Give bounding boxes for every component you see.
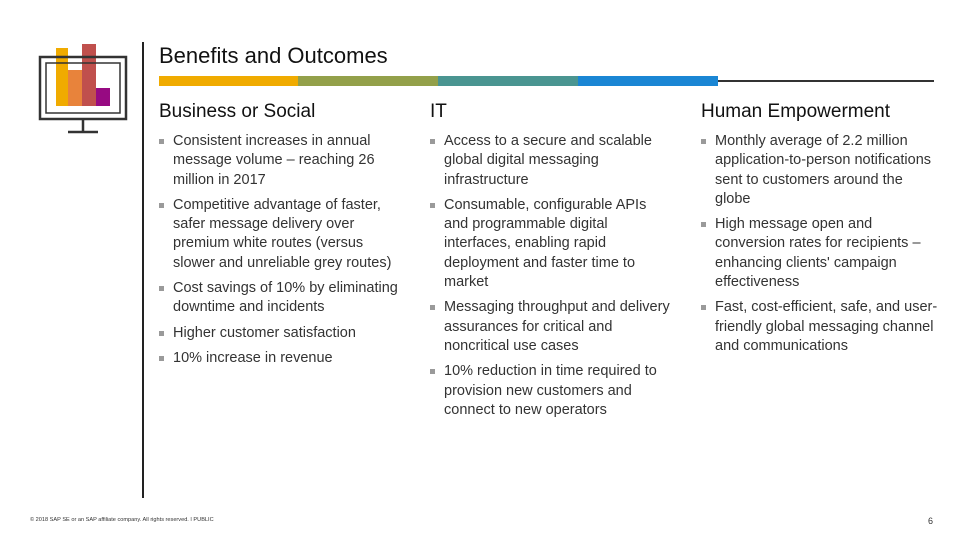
bullet-item: Access to a secure and scalable global d… [430,132,670,190]
bullet-item: Consistent increases in annual message v… [159,132,399,190]
bullet-item: Messaging throughput and delivery assura… [430,298,670,356]
page-title: Benefits and Outcomes [159,43,388,68]
column-business-social: Business or Social Consistent increases … [159,101,399,374]
vertical-divider [142,42,144,498]
band-segment-yellow [159,76,298,86]
page-number: 6 [928,516,934,526]
horizontal-rule [718,80,934,82]
band-segment-blue [578,76,718,86]
bullet-item: 10% reduction in time required to provis… [430,362,670,420]
band-segment-olive [298,76,438,86]
bullet-item: Monthly average of 2.2 million applicati… [701,132,941,209]
bullet-item: 10% increase in revenue [159,349,399,368]
icon-bar [68,70,82,106]
footer-copyright: © 2018 SAP SE or an SAP affiliate compan… [30,517,214,523]
band-segment-teal [438,76,578,86]
column-heading: IT [430,101,447,122]
monitor-bar-chart-icon [38,44,128,134]
column-heading: Business or Social [159,101,316,122]
bullet-item: Competitive advantage of faster, safer m… [159,196,399,273]
icon-bar [96,88,110,106]
bullet-list: Consistent increases in annual message v… [159,132,399,368]
column-it: IT Access to a secure and scalable globa… [430,101,670,426]
color-band [159,76,718,86]
bullet-item: High message open and conversion rates f… [701,215,941,292]
bullet-list: Monthly average of 2.2 million applicati… [701,132,941,356]
bullet-list: Access to a secure and scalable global d… [430,132,670,420]
bullet-item: Fast, cost-efficient, safe, and user-fri… [701,298,941,356]
bullet-item: Cost savings of 10% by eliminating downt… [159,279,399,318]
column-human-empowerment: Human Empowerment Monthly average of 2.2… [701,101,941,362]
bullet-item: Consumable, configurable APIs and progra… [430,196,670,292]
icon-bar [82,44,96,106]
column-heading: Human Empowerment [701,101,891,122]
bullet-item: Higher customer satisfaction [159,324,399,343]
